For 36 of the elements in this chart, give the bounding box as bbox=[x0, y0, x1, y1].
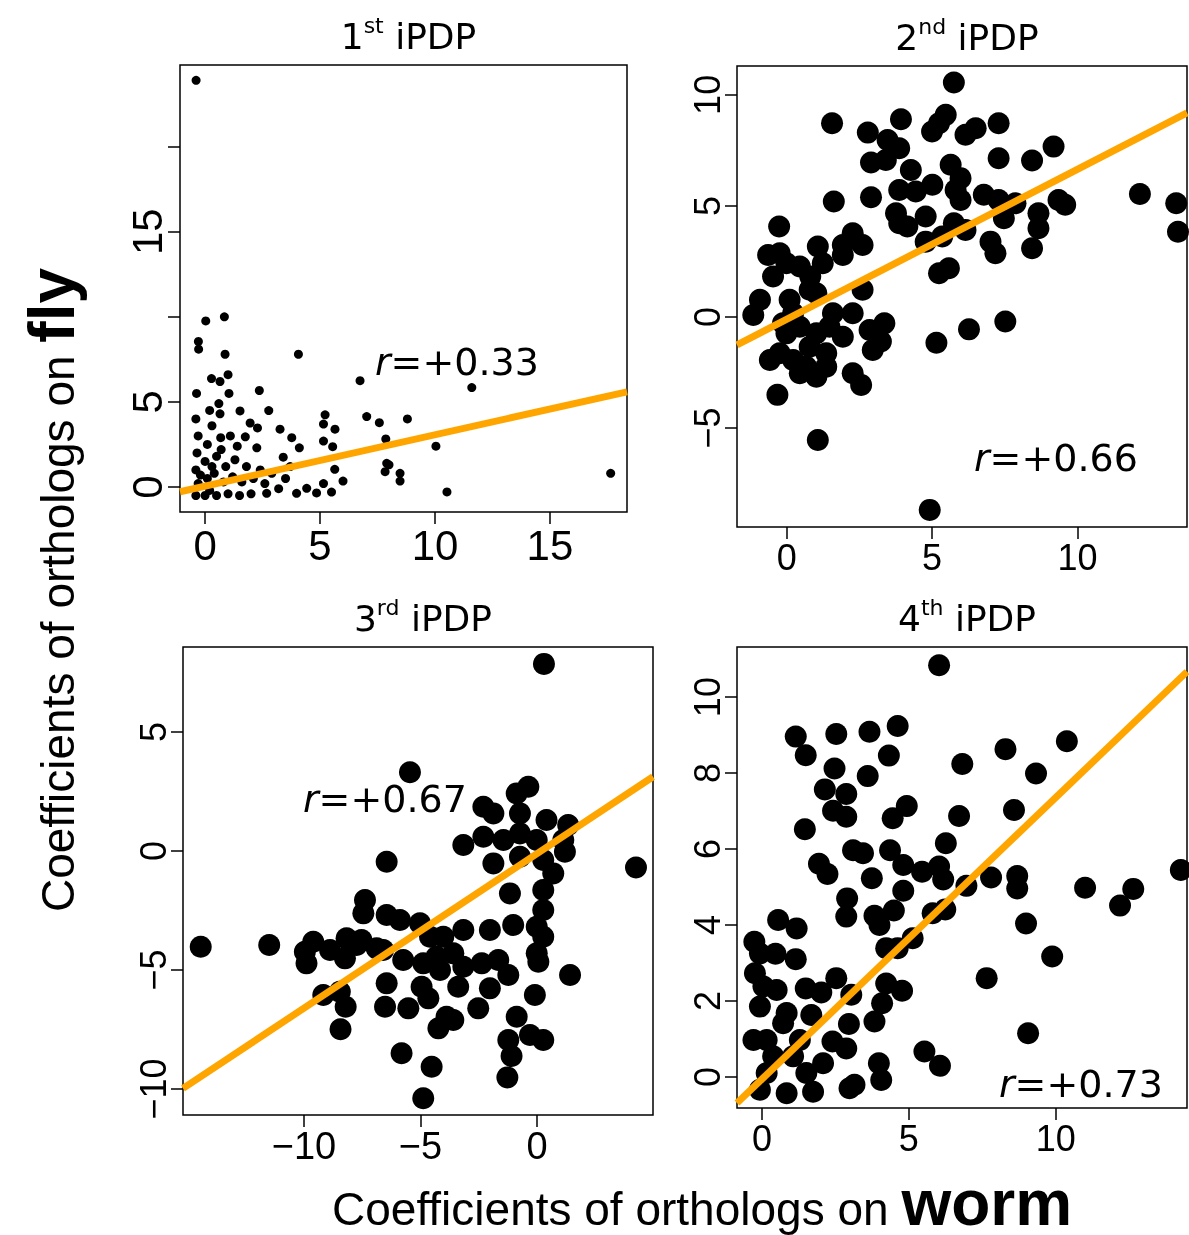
y-tick-label: 15 bbox=[123, 208, 171, 256]
y-tick-label: 5 bbox=[686, 195, 728, 216]
annotation: r=+0.33 bbox=[375, 340, 539, 384]
x-tick-label: 5 bbox=[898, 1117, 919, 1159]
y-tick-label: 2 bbox=[686, 990, 728, 1011]
y-tick-label: 10 bbox=[686, 677, 728, 718]
y-tick-label: 8 bbox=[686, 763, 728, 784]
x-tick-label: 10 bbox=[411, 521, 459, 569]
x-axis-title: Coefficients of orthologs on worm bbox=[332, 1166, 1073, 1235]
y-tick-label: 5 bbox=[132, 721, 174, 742]
y-axis-title: Coefficients of orthologs on fly bbox=[15, 267, 90, 913]
y-tick-label: 6 bbox=[686, 839, 728, 860]
x-tick-label: −10 bbox=[271, 1125, 337, 1167]
y-tick-label: 4 bbox=[686, 914, 728, 935]
annotation: r=+0.73 bbox=[999, 1062, 1163, 1106]
x-tick-label: 0 bbox=[193, 521, 217, 569]
x-tick-label: 5 bbox=[922, 536, 943, 578]
y-tick-label: 0 bbox=[686, 1066, 728, 1087]
y-tick-label: 5 bbox=[123, 390, 171, 414]
x-tick-label: −5 bbox=[398, 1125, 443, 1167]
annotation: r=+0.66 bbox=[974, 436, 1138, 480]
y-tick-label: −5 bbox=[686, 407, 728, 449]
y-tick-label: −10 bbox=[132, 1058, 174, 1120]
x-tick-label: 5 bbox=[308, 521, 332, 569]
annotation: r=+0.67 bbox=[303, 777, 467, 821]
x-tick-label: 0 bbox=[751, 1117, 772, 1159]
x-tick-label: 10 bbox=[1057, 536, 1098, 578]
x-tick-label: 0 bbox=[776, 536, 797, 578]
y-tick-label: −5 bbox=[132, 949, 174, 991]
y-tick-label: 0 bbox=[132, 840, 174, 862]
y-tick-label: 10 bbox=[686, 74, 728, 115]
y-tick-label: 0 bbox=[123, 475, 171, 499]
x-tick-label: 15 bbox=[526, 521, 574, 569]
x-tick-label: 10 bbox=[1035, 1117, 1076, 1159]
y-tick-label: 0 bbox=[686, 306, 728, 327]
x-tick-label: 0 bbox=[526, 1125, 548, 1167]
